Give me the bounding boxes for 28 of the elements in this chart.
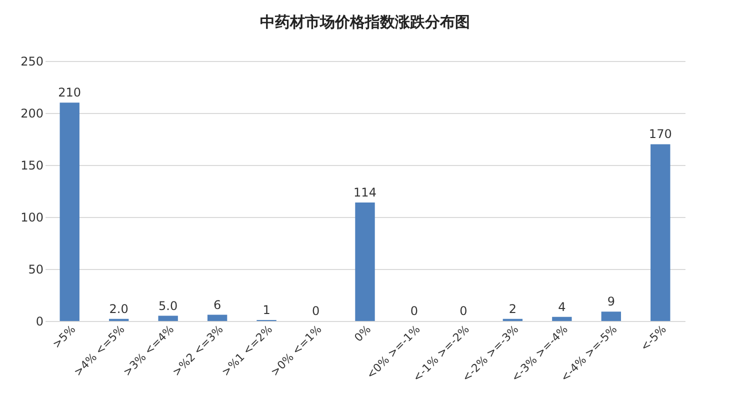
y-tick-label: 50 xyxy=(28,262,44,276)
data-label: 9 xyxy=(607,294,615,309)
bar xyxy=(60,102,80,321)
bar xyxy=(207,314,228,321)
data-label: 210 xyxy=(58,86,82,100)
data-label: 5.0 xyxy=(158,298,178,313)
chart-title: 中药材市场价格指数涨跌分布图 xyxy=(260,13,470,31)
x-tick-label: 0% xyxy=(352,322,374,344)
data-label: 170 xyxy=(648,127,672,142)
bar xyxy=(650,144,670,321)
data-label: 0 xyxy=(410,304,418,318)
data-label: 114 xyxy=(354,185,376,200)
bar xyxy=(601,312,621,321)
data-label: 0 xyxy=(312,304,320,318)
y-tick-label: 0 xyxy=(36,314,44,328)
bar xyxy=(552,316,572,321)
y-tick-label: 200 xyxy=(20,106,44,120)
data-label: 6 xyxy=(213,298,222,312)
y-tick-label: 150 xyxy=(20,158,44,172)
data-label: 2 xyxy=(508,302,517,316)
data-label: 0 xyxy=(460,304,468,318)
bar xyxy=(355,202,375,321)
y-tick-label: 250 xyxy=(20,54,44,68)
data-label: 1 xyxy=(262,302,270,317)
data-label: 4 xyxy=(558,300,566,314)
bar xyxy=(158,316,178,321)
y-tick-label: 100 xyxy=(20,210,44,224)
data-label: 2.0 xyxy=(109,302,128,316)
